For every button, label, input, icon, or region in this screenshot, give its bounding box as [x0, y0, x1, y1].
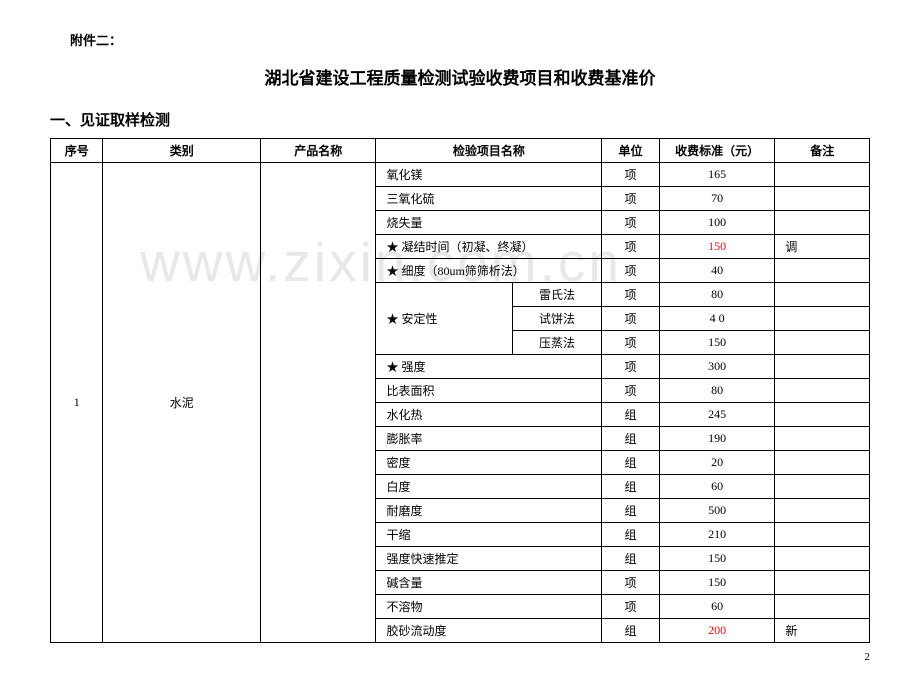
cell-fee: 100 — [659, 211, 774, 235]
cell-unit: 项 — [602, 259, 660, 283]
cell-fee: 500 — [659, 499, 774, 523]
cell-fee: 80 — [659, 283, 774, 307]
cell-fee: 70 — [659, 187, 774, 211]
cell-unit: 项 — [602, 331, 660, 355]
cell-item: 氧化镁 — [376, 163, 602, 187]
cell-unit: 组 — [602, 451, 660, 475]
cell-fee: 200 — [659, 619, 774, 643]
cell-note — [775, 211, 870, 235]
cell-item: 白度 — [376, 475, 602, 499]
cell-fee: 210 — [659, 523, 774, 547]
cell-note — [775, 451, 870, 475]
cell-item: 烧失量 — [376, 211, 602, 235]
cell-unit: 项 — [602, 211, 660, 235]
cell-note: 调 — [775, 235, 870, 259]
header-fee: 收费标准（元） — [659, 139, 774, 163]
cell-item: ★ 安定性 — [376, 283, 512, 355]
cell-note — [775, 547, 870, 571]
cell-item: 强度快速推定 — [376, 547, 602, 571]
cell-note — [775, 163, 870, 187]
cell-note: 新 — [775, 619, 870, 643]
cell-unit: 项 — [602, 355, 660, 379]
cell-fee: 60 — [659, 595, 774, 619]
header-product: 产品名称 — [260, 139, 375, 163]
cell-item: 三氧化硫 — [376, 187, 602, 211]
cell-unit: 项 — [602, 595, 660, 619]
cell-fee: 300 — [659, 355, 774, 379]
cell-item: 胶砂流动度 — [376, 619, 602, 643]
cell-fee: 4 0 — [659, 307, 774, 331]
cell-item: 比表面积 — [376, 379, 602, 403]
section-title: 一、见证取样检测 — [50, 109, 870, 130]
table-row: 1水泥氧化镁项165 — [51, 163, 870, 187]
cell-item: 水化热 — [376, 403, 602, 427]
cell-note — [775, 331, 870, 355]
cell-note — [775, 259, 870, 283]
cell-item: 碱含量 — [376, 571, 602, 595]
cell-item: 密度 — [376, 451, 602, 475]
cell-item: 不溶物 — [376, 595, 602, 619]
cell-unit: 组 — [602, 523, 660, 547]
fee-table: 序号 类别 产品名称 检验项目名称 单位 收费标准（元） 备注 1水泥氧化镁项1… — [50, 138, 870, 643]
cell-note — [775, 475, 870, 499]
cell-fee: 190 — [659, 427, 774, 451]
cell-unit: 组 — [602, 427, 660, 451]
cell-unit: 项 — [602, 571, 660, 595]
cell-unit: 项 — [602, 163, 660, 187]
cell-fee: 40 — [659, 259, 774, 283]
cell-fee: 80 — [659, 379, 774, 403]
cell-unit: 组 — [602, 403, 660, 427]
cell-unit: 组 — [602, 499, 660, 523]
cell-subitem: 雷氏法 — [512, 283, 601, 307]
cell-product — [260, 163, 375, 643]
cell-note — [775, 379, 870, 403]
header-category: 类别 — [103, 139, 260, 163]
cell-unit: 项 — [602, 283, 660, 307]
cell-item: ★ 细度（80um筛筛析法） — [376, 259, 602, 283]
cell-item: 耐磨度 — [376, 499, 602, 523]
cell-note — [775, 499, 870, 523]
header-item: 检验项目名称 — [376, 139, 602, 163]
cell-note — [775, 283, 870, 307]
cell-note — [775, 187, 870, 211]
header-seq: 序号 — [51, 139, 103, 163]
cell-note — [775, 427, 870, 451]
cell-category: 水泥 — [103, 163, 260, 643]
cell-unit: 组 — [602, 619, 660, 643]
cell-unit: 项 — [602, 307, 660, 331]
cell-fee: 60 — [659, 475, 774, 499]
cell-note — [775, 571, 870, 595]
cell-fee: 245 — [659, 403, 774, 427]
cell-note — [775, 523, 870, 547]
cell-fee: 150 — [659, 547, 774, 571]
cell-unit: 项 — [602, 187, 660, 211]
cell-seq: 1 — [51, 163, 103, 643]
page-number: 2 — [865, 651, 871, 663]
cell-note — [775, 355, 870, 379]
cell-unit: 组 — [602, 547, 660, 571]
cell-fee: 165 — [659, 163, 774, 187]
cell-item: ★ 强度 — [376, 355, 602, 379]
cell-subitem: 试饼法 — [512, 307, 601, 331]
cell-fee: 20 — [659, 451, 774, 475]
page-title: 湖北省建设工程质量检测试验收费项目和收费基准价 — [50, 64, 870, 89]
cell-subitem: 压蒸法 — [512, 331, 601, 355]
cell-item: 干缩 — [376, 523, 602, 547]
cell-unit: 项 — [602, 379, 660, 403]
cell-unit: 项 — [602, 235, 660, 259]
appendix-label: 附件二： — [70, 30, 870, 49]
header-note: 备注 — [775, 139, 870, 163]
cell-item: ★ 凝结时间（初凝、终凝） — [376, 235, 602, 259]
cell-item: 膨胀率 — [376, 427, 602, 451]
cell-fee: 150 — [659, 571, 774, 595]
cell-fee: 150 — [659, 235, 774, 259]
cell-note — [775, 595, 870, 619]
cell-note — [775, 403, 870, 427]
cell-unit: 组 — [602, 475, 660, 499]
table-header-row: 序号 类别 产品名称 检验项目名称 单位 收费标准（元） 备注 — [51, 139, 870, 163]
cell-fee: 150 — [659, 331, 774, 355]
header-unit: 单位 — [602, 139, 660, 163]
cell-note — [775, 307, 870, 331]
